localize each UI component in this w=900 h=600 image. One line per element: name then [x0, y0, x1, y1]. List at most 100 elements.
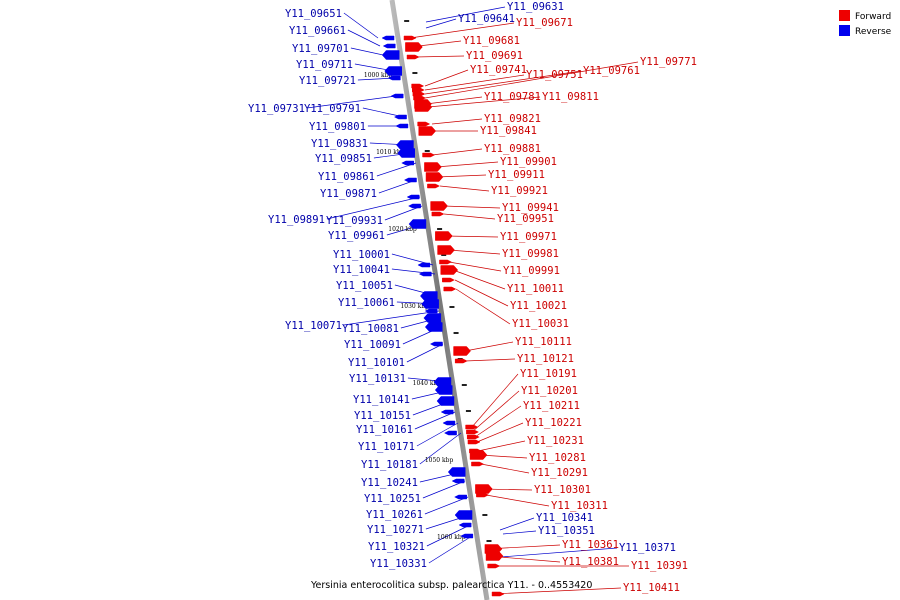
- gene-feature-forward: [422, 152, 436, 158]
- gene-feature-forward: [471, 461, 485, 467]
- gene-leader-line: [479, 454, 528, 459]
- gene-leader-line: [431, 148, 483, 156]
- scale-tick-label: 1050 kbp: [425, 457, 454, 464]
- gene-label-forward: Y11_09951: [497, 213, 554, 225]
- legend-swatch-reverse: [839, 25, 850, 36]
- gene-leader-line: [425, 6, 506, 23]
- gene-leader-line: [443, 205, 501, 209]
- gene-label-reverse: Y11_09641: [458, 13, 515, 25]
- gene-feature-reverse: [443, 430, 457, 436]
- gene-label-reverse: Y11_09831: [311, 138, 368, 150]
- scale-tick-label: 1020 kbp: [388, 226, 417, 233]
- gene-leader-line: [487, 547, 618, 559]
- gene-leader-line: [452, 269, 506, 290]
- gene-leader-line: [414, 55, 465, 58]
- gene-feature-forward: [485, 551, 504, 561]
- gene-leader-line: [414, 411, 456, 430]
- gene-label-reverse: Y11_10321: [368, 541, 425, 553]
- gene-label-forward: Y11_10301: [534, 484, 591, 496]
- gene-label-reverse: Y11_09631: [507, 1, 564, 13]
- gene-feature-forward: [427, 183, 441, 189]
- gene-leader-line: [471, 390, 520, 433]
- gene-feature-forward: [412, 91, 426, 97]
- gene-label-forward: Y11_10201: [521, 385, 578, 397]
- gene-label-forward: Y11_09771: [640, 56, 697, 68]
- gene-label-forward: Y11_10011: [507, 283, 564, 295]
- gene-leader-line: [464, 358, 516, 362]
- gene-feature-reverse: [454, 494, 467, 500]
- gene-feature-forward: [491, 591, 505, 597]
- gene-label-reverse: Y11_10251: [364, 493, 421, 505]
- gene-label-reverse: Y11_10161: [356, 424, 413, 436]
- gene-feature-reverse: [429, 341, 443, 347]
- gene-label-forward: Y11_10211: [523, 400, 580, 412]
- gene-leader-line: [350, 47, 384, 56]
- legend-label-forward: Forward: [855, 12, 891, 22]
- gene-label-forward: Y11_09691: [466, 50, 523, 62]
- gene-feature-reverse: [458, 522, 472, 528]
- gene-label-reverse: Y11_10061: [338, 297, 395, 309]
- gene-label-reverse: Y11_09711: [296, 59, 353, 71]
- gene-label-forward: Y11_09841: [480, 125, 537, 137]
- gene-label-forward: Y11_09881: [484, 143, 541, 155]
- gene-leader-line: [424, 61, 639, 99]
- genome-axis: [389, 0, 490, 600]
- gene-label-forward: Y11_09821: [484, 113, 541, 125]
- gene-feature-forward: [425, 172, 444, 182]
- gene-leader-line: [347, 29, 381, 47]
- gene-leader-line: [485, 494, 550, 507]
- gene-feature-reverse: [433, 377, 452, 387]
- gene-label-reverse: Y11_09661: [289, 25, 346, 37]
- gene-label-reverse: Y11_10241: [361, 477, 418, 489]
- minor-tick-mark: [465, 410, 471, 412]
- legend: Forward Reverse: [839, 10, 892, 37]
- minor-tick-mark: [449, 306, 455, 308]
- gene-label-forward: Y11_10291: [531, 467, 588, 479]
- gene-label-forward: Y11_09921: [491, 185, 548, 197]
- gene-label-forward: Y11_09741: [470, 64, 527, 76]
- gene-leader-line: [455, 288, 511, 325]
- gene-leader-line: [406, 343, 444, 363]
- gene-leader-line: [448, 249, 501, 255]
- gene-feature-forward: [469, 450, 488, 460]
- gene-label-reverse: Y11_09801: [309, 121, 366, 133]
- gene-leader-line: [326, 196, 421, 220]
- gene-leader-line: [464, 341, 514, 352]
- gene-feature-forward: [414, 102, 433, 112]
- gene-label-reverse: Y11_09651: [285, 8, 342, 20]
- gene-leader-line: [474, 405, 522, 438]
- gene-label-reverse: Y11_09931: [326, 215, 383, 227]
- gene-leader-line: [384, 205, 423, 221]
- gene-label-forward: Y11_09901: [500, 156, 557, 168]
- gene-leader-line: [476, 422, 524, 443]
- gene-leader-line: [448, 261, 502, 272]
- gene-feature-reverse: [395, 123, 409, 129]
- gene-label-reverse: Y11_10371: [619, 542, 676, 554]
- gene-feature-forward: [476, 492, 489, 498]
- gene-feature-forward: [430, 201, 448, 211]
- scale-tick-label: 1060 kbp: [437, 534, 466, 541]
- scale-tick-label: 1010 kbp: [376, 149, 405, 156]
- gene-label-reverse: Y11_10151: [354, 410, 411, 422]
- gene-leader-line: [424, 496, 469, 515]
- gene-feature-reverse: [387, 75, 401, 81]
- minor-tick-mark: [453, 332, 459, 334]
- minor-tick-mark: [441, 254, 447, 256]
- gene-feature-reverse: [440, 409, 454, 415]
- gene-label-reverse: Y11_09721: [299, 75, 356, 87]
- gene-feature-forward: [454, 358, 468, 364]
- gene-leader-line: [439, 185, 490, 192]
- gene-label-forward: Y11_10411: [623, 582, 680, 594]
- gene-feature-reverse: [396, 140, 414, 150]
- gene-label-forward: Y11_10311: [551, 500, 608, 512]
- gene-feature-forward: [431, 211, 445, 217]
- gene-feature-reverse: [393, 114, 407, 120]
- gene-label-reverse: Y11_09701: [292, 43, 349, 55]
- minor-tick-mark: [424, 150, 430, 152]
- gene-label-forward: Y11_10031: [512, 318, 569, 330]
- gene-label-forward: Y11_09811: [542, 91, 599, 103]
- gene-feature-reverse: [401, 160, 415, 166]
- gene-label-reverse: Y11_09851: [315, 153, 372, 165]
- gene-label-forward: Y11_09681: [463, 35, 520, 47]
- gene-feature-forward: [443, 286, 457, 292]
